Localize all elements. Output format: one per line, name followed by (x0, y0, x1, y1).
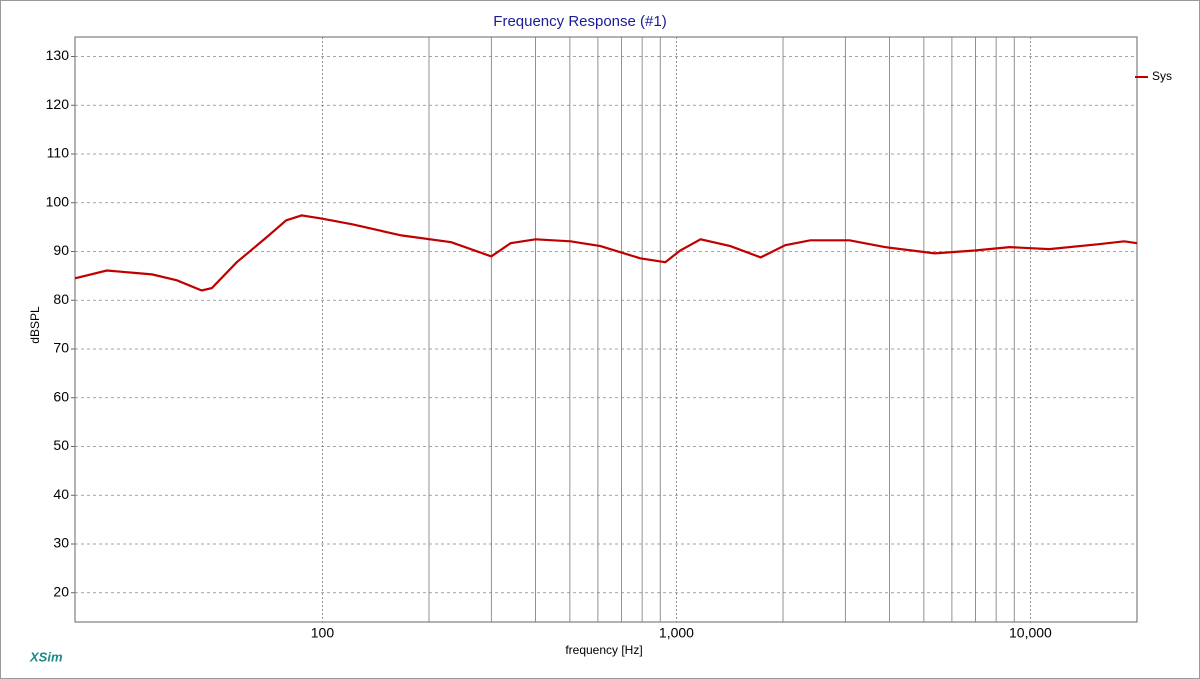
y-tick-label: 100 (46, 193, 70, 209)
line-series (74, 214, 1138, 292)
y-tick-label: 70 (53, 340, 69, 356)
y-tick-label: 80 (53, 291, 69, 307)
y-tick-label: 130 (46, 47, 70, 63)
y-tick-label: 50 (53, 437, 69, 453)
x-tick-label: 10,000 (1009, 625, 1052, 641)
y-tick-label: 30 (53, 535, 69, 551)
legend-label: Sys (1152, 69, 1172, 83)
y-tick-label: 60 (53, 388, 69, 404)
x-tick-label: 1,000 (659, 625, 694, 641)
y-tick-label: 40 (53, 486, 69, 502)
x-axis-label: frequency [Hz] (565, 643, 642, 657)
y-tick-label: 20 (53, 583, 69, 599)
plot-area (74, 36, 1138, 623)
y-tick-label: 120 (46, 96, 70, 112)
chart-title: Frequency Response (#1) (493, 13, 666, 30)
y-axis-label: dBSPL (28, 306, 42, 344)
x-tick-label: 100 (311, 625, 335, 641)
y-tick-label: 110 (47, 145, 70, 161)
y-tick-label: 90 (53, 242, 69, 258)
brand: XSim (29, 649, 63, 664)
